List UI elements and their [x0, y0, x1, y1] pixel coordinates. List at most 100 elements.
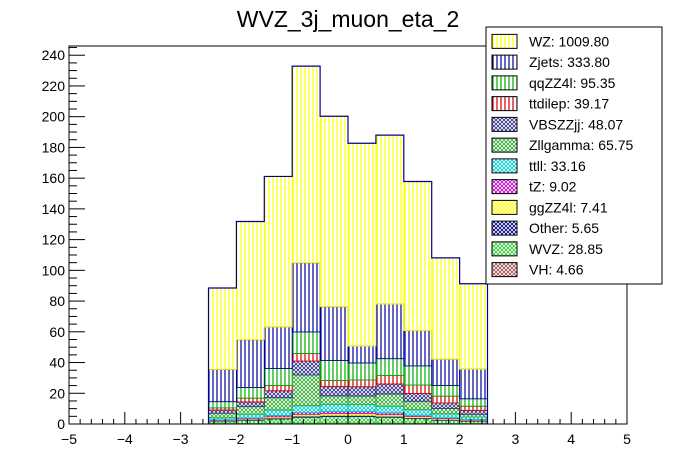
x-tick-label: 4: [567, 431, 575, 447]
legend-entry-vh: VH: 4.66: [491, 262, 584, 278]
y-tick-label: 160: [42, 170, 66, 186]
bar-ttdilep-6: [375, 375, 405, 385]
y-tick-label: 140: [42, 201, 66, 217]
legend-entry-vbszzjj: VBSZZjj: 48.07: [491, 116, 623, 132]
y-tick-label: 200: [42, 109, 66, 125]
x-tick-label: −5: [61, 431, 77, 447]
bar-qqzz4l-0: [208, 401, 237, 409]
chart-title: WVZ_3j_muon_eta_2: [237, 6, 459, 32]
bar-qqzz4l-9: [459, 398, 488, 407]
bar-zjets-8: [431, 358, 461, 386]
legend-label: qqZZ4l: 95.35: [529, 75, 616, 91]
bar-ttdilep-4: [319, 380, 349, 388]
legend-entry-zllgamma: Zllgamma: 65.75: [491, 137, 633, 153]
legend-entry-ggzz4l: ggZZ4l: 7.41: [491, 199, 608, 215]
legend-entry-zjets: Zjets: 333.80: [491, 54, 610, 70]
bar-wvz-1: [235, 420, 265, 424]
axes-group: −5 −4 −3 −2 −1 0 1 2 3 4 5 0 20 40 60 80 100 120 140 160 180…: [42, 45, 631, 447]
x-tick-label: −2: [228, 431, 244, 447]
bar-wvz-5: [347, 416, 377, 424]
x-tick-label: 5: [623, 431, 631, 447]
legend-swatch: [491, 241, 518, 257]
legend-entry-ttll: ttll: 33.16: [491, 158, 586, 174]
bar-vbszzjj-5: [347, 386, 377, 397]
legend-label: tZ: 9.02: [529, 179, 577, 195]
bar-qqzz4l-3: [291, 331, 321, 354]
bar-qqzz4l-1: [235, 387, 265, 399]
bar-wz-1: [235, 221, 265, 341]
y-tick-label: 120: [42, 232, 66, 248]
total-outline-group: [207, 65, 489, 424]
legend-label: VH: 4.66: [529, 262, 584, 278]
legend-swatch: [491, 33, 518, 49]
bar-zllgamma-3: [291, 374, 321, 407]
legend-entry-wz: WZ: 1009.80: [491, 33, 609, 49]
bar-wz-6: [375, 134, 405, 305]
legend-entry-wvz: WVZ: 28.85: [491, 241, 603, 257]
bar-wvz-8: [431, 419, 461, 424]
y-tick-label: 240: [42, 47, 66, 63]
y-tick-label: 20: [49, 385, 65, 401]
legend-swatch: [491, 262, 518, 278]
x-tick-label: 1: [400, 431, 408, 447]
bar-qqzz4l-6: [375, 358, 405, 376]
legend-swatch: [491, 75, 518, 91]
bar-zjets-6: [375, 303, 405, 360]
legend-label: ggZZ4l: 7.41: [529, 199, 608, 215]
bar-ttdilep-2: [263, 385, 293, 392]
legend-label: ttdilep: 39.17: [529, 96, 609, 112]
bar-qqzz4l-8: [431, 385, 461, 397]
y-tick-label: 0: [57, 416, 65, 432]
stack-total-outline: [207, 65, 489, 424]
x-tick-label: −1: [284, 431, 300, 447]
legend-label: Zjets: 333.80: [529, 54, 610, 70]
legend-label: WZ: 1009.80: [529, 33, 609, 49]
bar-ttll-2: [263, 409, 293, 416]
x-tick-label: −4: [117, 431, 133, 447]
bar-qqzz4l-2: [263, 368, 293, 386]
bar-wz-7: [403, 181, 433, 331]
bar-wz-4: [319, 115, 349, 308]
bar-wz-3: [291, 65, 321, 264]
y-tick-label: 80: [49, 293, 65, 309]
bar-vbszzjj-8: [431, 402, 461, 409]
bar-zjets-4: [319, 306, 349, 361]
bar-zllgamma-2: [263, 397, 293, 411]
x-tick-label: −3: [173, 431, 189, 447]
bar-wz-9: [459, 283, 488, 370]
bar-wvz-6: [375, 416, 405, 424]
bar-zllgamma-8: [431, 408, 461, 415]
bar-ttdilep-3: [291, 353, 321, 362]
bar-zjets-0: [208, 369, 237, 403]
legend-entry-qqzz4l: qqZZ4l: 95.35: [491, 75, 616, 91]
bar-ttll-7: [403, 409, 433, 416]
legend-swatch: [491, 199, 518, 215]
bar-ttll-6: [375, 405, 405, 414]
bar-vbszzjj-7: [403, 393, 433, 402]
legend-swatch: [491, 220, 518, 236]
bar-wvz-2: [263, 418, 293, 424]
bar-ttdilep-5: [347, 379, 377, 388]
bar-zjets-2: [263, 326, 293, 369]
bar-vbszzjj-9: [459, 409, 488, 415]
legend-swatch: [491, 179, 518, 195]
series-wz: [208, 65, 488, 370]
legend-label: Zllgamma: 65.75: [529, 137, 633, 153]
bar-zjets-7: [403, 330, 433, 367]
legend: WZ: 1009.80 Zjets: 333.80 qqZZ4l: 95.35 ttd…: [485, 26, 663, 285]
legend-entry-ttdilep: ttdilep: 39.17: [491, 96, 609, 112]
legend-label: VBSZZjj: 48.07: [529, 116, 623, 132]
bar-qqzz4l-4: [319, 360, 349, 381]
bar-qqzz4l-5: [347, 362, 377, 381]
bar-ttll-5: [347, 404, 377, 412]
y-tick-label: 220: [42, 78, 66, 94]
bar-wvz-4: [319, 416, 349, 424]
bar-ttll-3: [291, 405, 321, 414]
bar-ttdilep-7: [403, 384, 433, 394]
bar-vbszzjj-1: [235, 401, 265, 408]
bar-zjets-5: [347, 345, 377, 364]
bar-zllgamma-1: [235, 406, 265, 415]
bar-wz-2: [263, 176, 293, 328]
bar-wz-5: [347, 142, 377, 347]
